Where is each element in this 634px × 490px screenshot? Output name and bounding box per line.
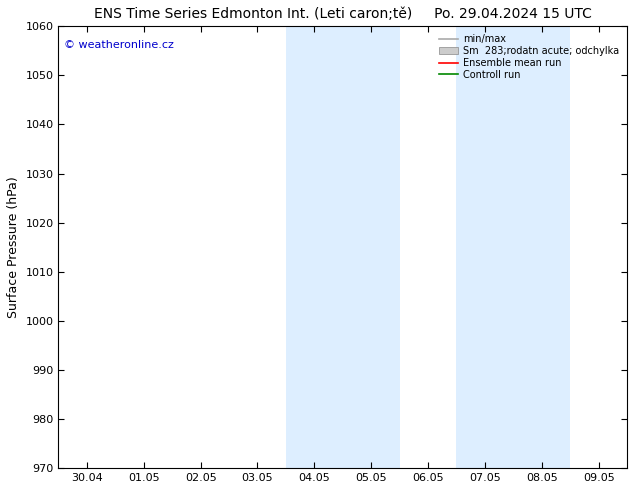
Legend: min/max, Sm  283;rodatn acute; odchylka, Ensemble mean run, Controll run: min/max, Sm 283;rodatn acute; odchylka, …	[436, 31, 622, 83]
Text: © weatheronline.cz: © weatheronline.cz	[64, 40, 174, 49]
Y-axis label: Surface Pressure (hPa): Surface Pressure (hPa)	[7, 176, 20, 318]
Title: ENS Time Series Edmonton Int. (Leti caron;tě)     Po. 29.04.2024 15 UTC: ENS Time Series Edmonton Int. (Leti caro…	[94, 7, 592, 21]
Bar	[343, 26, 399, 468]
Bar	[456, 26, 514, 468]
Bar	[286, 26, 343, 468]
Bar	[514, 26, 570, 468]
